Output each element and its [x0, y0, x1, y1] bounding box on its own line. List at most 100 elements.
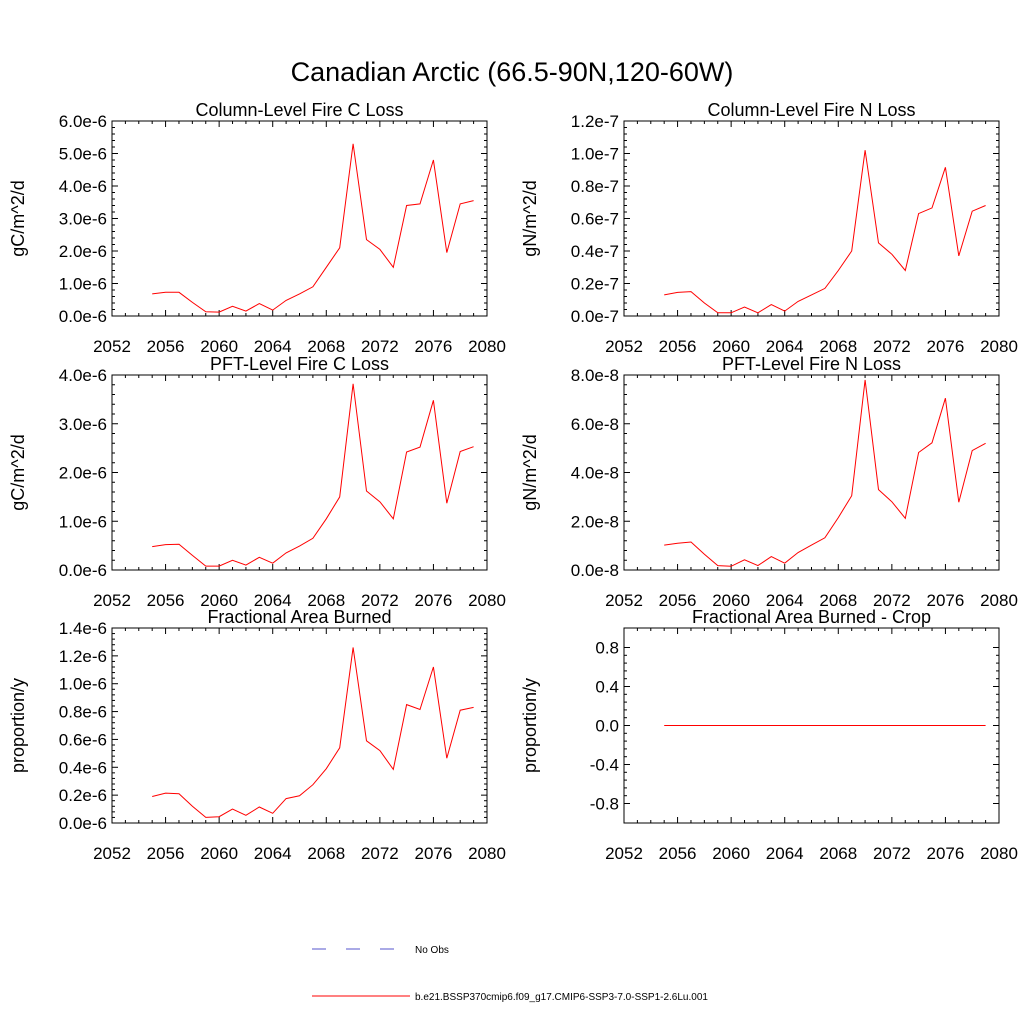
chart-panel-2: Column-Level Fire N Loss 2052 2056 2060 2064… [520, 100, 1018, 356]
panel-title: Column-Level Fire C Loss [195, 100, 403, 120]
y-tick-label: 1.0e-6 [59, 675, 107, 694]
y-tick-label: 1.0e-7 [571, 145, 619, 164]
y-tick-label: 0.6e-6 [59, 730, 107, 749]
x-tick-label: 2072 [873, 591, 911, 610]
panel-title: Column-Level Fire N Loss [707, 100, 915, 120]
x-tick-label: 2052 [605, 337, 643, 356]
y-axis-label: gN/m^2/d [520, 434, 540, 510]
y-tick-label: 0.0e-7 [571, 307, 619, 326]
chart-panel-6: Fractional Area Burned - Crop 2052 2056 206… [520, 607, 1018, 863]
x-tick-label: 2080 [468, 337, 506, 356]
panel-title: PFT-Level Fire N Loss [722, 354, 901, 374]
y-tick-label: -0.4 [590, 756, 619, 775]
x-tick-label: 2076 [415, 591, 453, 610]
series-line [152, 647, 474, 818]
plot-frame [623, 120, 1000, 317]
x-tick-label: 2076 [415, 844, 453, 863]
plot-frame [111, 120, 488, 317]
x-tick-label: 2064 [766, 337, 804, 356]
x-tick-label: 2052 [93, 844, 131, 863]
x-tick-label: 2080 [468, 844, 506, 863]
x-tick-label: 2064 [766, 591, 804, 610]
x-tick-label: 2056 [147, 337, 185, 356]
x-tick-label: 2056 [147, 591, 185, 610]
x-tick-label: 2068 [307, 844, 345, 863]
y-tick-label: 1.0e-6 [59, 512, 107, 531]
y-tick-label: 0.4e-7 [571, 242, 619, 261]
plot-frame [623, 374, 1000, 571]
y-tick-label: 8.0e-8 [571, 366, 619, 385]
y-tick-label: -0.8 [590, 795, 619, 814]
chart-panel-3: PFT-Level Fire C Loss 2052 2056 2060 2064 206… [8, 354, 506, 610]
x-tick-label: 2056 [147, 844, 185, 863]
x-tick-label: 2080 [980, 591, 1018, 610]
y-tick-label: 0.0e-6 [59, 814, 107, 833]
x-tick-label: 2072 [873, 337, 911, 356]
y-tick-label: 1.2e-6 [59, 647, 107, 666]
y-tick-label: 4.0e-6 [59, 366, 107, 385]
y-tick-label: 6.0e-8 [571, 415, 619, 434]
y-axis-label: gN/m^2/d [520, 180, 540, 256]
y-tick-label: 3.0e-6 [59, 210, 107, 229]
x-tick-label: 2080 [468, 591, 506, 610]
y-tick-label: 1.0e-6 [59, 275, 107, 294]
panels-group: Column-Level Fire C Loss 2052 2056 2060 2064… [8, 100, 1018, 863]
y-tick-label: 0.6e-7 [571, 210, 619, 229]
chart-panel-1: Column-Level Fire C Loss 2052 2056 2060 2064… [8, 100, 506, 356]
x-tick-label: 2076 [927, 591, 965, 610]
x-tick-label: 2064 [254, 591, 292, 610]
x-tick-label: 2076 [927, 337, 965, 356]
y-tick-label: 0.8 [595, 639, 619, 658]
x-tick-label: 2080 [980, 337, 1018, 356]
series-line [152, 143, 474, 313]
y-tick-label: 5.0e-6 [59, 145, 107, 164]
x-tick-label: 2068 [307, 591, 345, 610]
chart-panel-4: PFT-Level Fire N Loss 2052 2056 2060 2064 206… [520, 354, 1018, 610]
x-tick-label: 2060 [712, 844, 750, 863]
x-tick-label: 2060 [200, 844, 238, 863]
x-tick-label: 2056 [659, 591, 697, 610]
y-tick-label: 0.8e-6 [59, 703, 107, 722]
x-tick-label: 2052 [605, 844, 643, 863]
x-tick-label: 2052 [93, 337, 131, 356]
chart-panel-5: Fractional Area Burned 2052 2056 2060 2064 20… [8, 607, 506, 863]
legend-label-model: b.e21.BSSP370cmip6.f09_g17.CMIP6-SSP3-7.… [415, 992, 708, 1003]
x-tick-label: 2052 [605, 591, 643, 610]
series-line [664, 379, 986, 567]
x-tick-label: 2064 [254, 844, 292, 863]
plot-frame [111, 374, 488, 571]
x-tick-label: 2064 [254, 337, 292, 356]
series-line [152, 383, 474, 567]
x-tick-label: 2080 [980, 844, 1018, 863]
y-tick-label: 0.0e-6 [59, 307, 107, 326]
x-tick-label: 2068 [819, 844, 857, 863]
legend: No Obs b.e21.BSSP370cmip6.f09_g17.CMIP6-… [312, 945, 708, 1003]
x-tick-label: 2060 [200, 337, 238, 356]
y-axis-label: gC/m^2/d [8, 434, 28, 510]
x-tick-label: 2056 [659, 337, 697, 356]
y-tick-label: 2.0e-6 [59, 242, 107, 261]
x-tick-label: 2056 [659, 844, 697, 863]
panel-title: Fractional Area Burned - Crop [692, 607, 931, 627]
y-tick-label: 4.0e-6 [59, 177, 107, 196]
panel-title: Fractional Area Burned [207, 607, 391, 627]
y-axis-label: proportion/y [8, 678, 28, 773]
y-tick-label: 6.0e-6 [59, 112, 107, 131]
y-tick-label: 0.2e-6 [59, 786, 107, 805]
y-tick-label: 0.0 [595, 717, 619, 736]
x-tick-label: 2072 [873, 844, 911, 863]
y-axis-label: proportion/y [520, 678, 540, 773]
series-line [664, 150, 986, 314]
y-axis-label: gC/m^2/d [8, 180, 28, 256]
y-tick-label: 2.0e-8 [571, 512, 619, 531]
plot-frame [111, 627, 488, 824]
x-tick-label: 2068 [819, 337, 857, 356]
y-tick-label: 4.0e-8 [571, 464, 619, 483]
y-tick-label: 1.4e-6 [59, 619, 107, 638]
x-tick-label: 2060 [200, 591, 238, 610]
x-tick-label: 2068 [819, 591, 857, 610]
panel-title: PFT-Level Fire C Loss [210, 354, 389, 374]
legend-label-no-obs: No Obs [415, 945, 449, 956]
x-tick-label: 2076 [927, 844, 965, 863]
